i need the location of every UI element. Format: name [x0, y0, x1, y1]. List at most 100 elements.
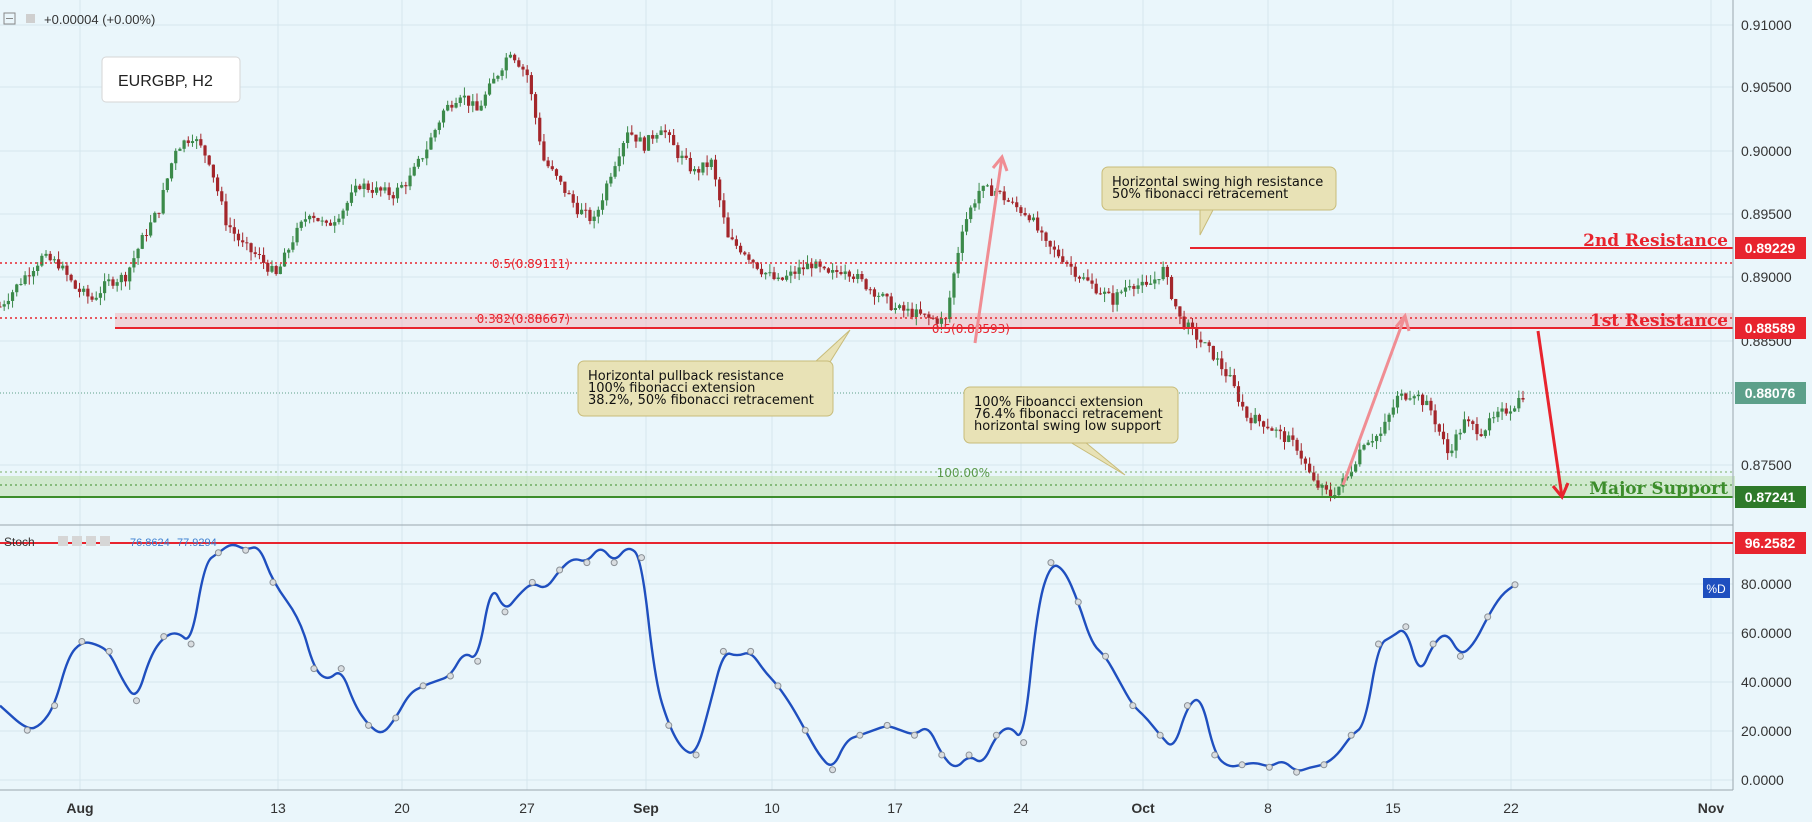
candle-body: [851, 276, 856, 279]
candle-body: [0, 306, 2, 308]
candle-body: [1412, 396, 1416, 399]
swing-high-line-2: 50% fibonacci retracement: [1112, 187, 1288, 202]
candle-body: [48, 253, 52, 261]
candle-body: [1207, 342, 1211, 346]
candle-body: [1374, 435, 1379, 442]
candle-body: [1500, 408, 1504, 412]
stoch-point: [160, 633, 168, 641]
candle-body: [1257, 414, 1262, 422]
candle-body: [500, 70, 504, 76]
stoch-settings-icon[interactable]: [72, 536, 82, 546]
candle-body: [1128, 286, 1132, 288]
candle-body: [1450, 450, 1454, 454]
candle-body: [1161, 266, 1165, 280]
stoch-legend-name: Stoch: [4, 535, 35, 549]
stoch-point: [1484, 613, 1492, 621]
fib-0382-label: 0.382(0.88667): [477, 312, 570, 326]
candle-body: [1165, 266, 1169, 277]
stoch-point: [337, 665, 345, 673]
candle-body: [236, 233, 241, 241]
stoch-point: [1456, 652, 1464, 660]
candle-body: [772, 272, 776, 280]
candle-body: [257, 254, 262, 256]
candle-body: [31, 270, 36, 277]
candle-body: [797, 267, 801, 274]
candle-body: [1056, 249, 1061, 257]
candle-body: [1119, 291, 1123, 293]
candle-body: [220, 191, 224, 202]
candle-body: [998, 190, 1002, 192]
candle-body: [1274, 429, 1278, 431]
candle-body: [1228, 375, 1232, 377]
time-tick-label: Nov: [1698, 800, 1725, 816]
stoch-point: [419, 682, 427, 690]
stoch-point: [23, 726, 31, 734]
candle-body: [328, 222, 333, 226]
stoch-close-icon[interactable]: [86, 536, 96, 546]
candle-body: [1211, 345, 1215, 360]
stoch-legend-icons[interactable]: [58, 536, 110, 546]
time-tick-label: 27: [519, 800, 535, 816]
candle-body: [1404, 393, 1408, 400]
candle-body: [190, 141, 195, 144]
candle-body: [981, 185, 985, 191]
swing-high-callout-box: [1101, 166, 1337, 211]
candle-body: [228, 225, 232, 228]
symbol-box-background: [101, 56, 241, 103]
candle-body: [186, 140, 190, 144]
candle-body: [1220, 358, 1224, 370]
candle-body: [864, 279, 868, 290]
fib-100-label: 100.00%: [937, 466, 990, 480]
candle-body: [1492, 417, 1496, 419]
stoch-point: [132, 697, 140, 705]
candle-body: [6, 300, 10, 305]
candle-body: [709, 159, 713, 167]
candle-body: [1061, 256, 1065, 263]
stoch-eye-icon[interactable]: [58, 536, 68, 546]
stoch-more-icon[interactable]: [100, 536, 110, 546]
candle-body: [768, 272, 772, 274]
stoch-point: [1375, 640, 1383, 648]
candle-body: [931, 317, 935, 319]
stoch-point: [1020, 739, 1028, 747]
candle-body: [881, 293, 885, 296]
candle-body: [1400, 393, 1404, 396]
candle-body: [918, 309, 923, 314]
time-tick-label: 15: [1385, 800, 1401, 816]
candle-body: [738, 245, 743, 253]
candle-body: [1471, 421, 1475, 424]
candle-body: [149, 222, 153, 236]
candle-body: [885, 293, 889, 297]
time-tick-label: 20: [394, 800, 410, 816]
candle-body: [1266, 426, 1270, 429]
candle-body: [1215, 358, 1220, 360]
candle-body: [1036, 217, 1040, 231]
candle-body: [897, 305, 902, 309]
candle-body: [1245, 406, 1249, 418]
candle-body: [902, 305, 906, 311]
candle-body: [358, 185, 362, 190]
first-resistance-title: 1st Resistance: [1590, 311, 1728, 331]
up-arrow-2-line: [1341, 315, 1407, 486]
swing-high-callout-tail: [1199, 209, 1214, 236]
candle-body: [789, 271, 793, 276]
candle-body: [441, 110, 446, 123]
candle-body: [379, 187, 383, 191]
candle-body: [86, 288, 90, 297]
fib-05-top-label: 0.5(0.89111): [492, 257, 570, 271]
candle-body: [504, 57, 508, 71]
candle-body: [1316, 480, 1320, 488]
collapse-icon[interactable]: [3, 12, 16, 25]
major-support-price: 0.87241: [1745, 489, 1796, 505]
stoch-point: [105, 647, 113, 655]
candle-body: [425, 149, 429, 159]
up-arrow-1-head: [991, 153, 1009, 172]
candle-body: [23, 275, 27, 284]
candle-body: [1149, 283, 1153, 285]
candle-body: [1416, 394, 1420, 397]
stoch-point: [1129, 702, 1137, 710]
candle-body: [61, 265, 65, 269]
candle-body: [467, 95, 471, 106]
stoch-point: [187, 640, 195, 648]
symbol-box[interactable]: EURGBP, H2: [101, 56, 241, 103]
